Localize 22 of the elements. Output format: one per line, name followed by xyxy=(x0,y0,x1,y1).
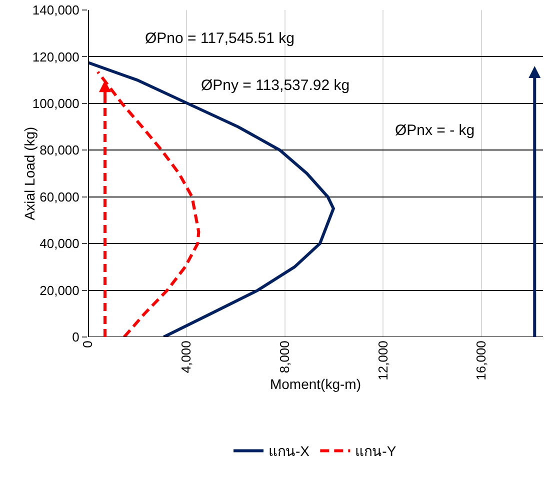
y-tick-label: 100,000 xyxy=(32,96,80,111)
y-tick-label: 20,000 xyxy=(40,282,80,298)
y-tick-label: 120,000 xyxy=(32,49,80,64)
y-tick-label: 80,000 xyxy=(40,142,80,158)
x-tick-label: 4,000 xyxy=(178,340,194,374)
annotation: ØPny = 113,537.92 kg xyxy=(201,77,350,94)
y-axis-title: Axial Load (kg) xyxy=(22,126,38,220)
y-tick-label: 0 xyxy=(72,330,80,345)
x-tick-label: 12,000 xyxy=(375,340,390,380)
annotation: ØPno = 117,545.51 kg xyxy=(145,30,294,47)
legend-label: แกน-X xyxy=(268,443,310,460)
line-series xyxy=(88,61,335,337)
x-tick-label: 16,000 xyxy=(474,340,489,380)
y-tick-label: 140,000 xyxy=(32,2,80,18)
x-tick-label: 0 xyxy=(80,340,96,348)
x-tick-label: 8,000 xyxy=(276,340,292,374)
line-series xyxy=(96,70,200,337)
x-axis-title: Moment(kg-m) xyxy=(270,376,362,392)
legend-label: แกน-Y xyxy=(355,443,397,460)
y-tick-label: 60,000 xyxy=(40,189,80,204)
annotation: ØPnx = - kg xyxy=(395,122,475,139)
y-tick-label: 40,000 xyxy=(40,236,80,252)
